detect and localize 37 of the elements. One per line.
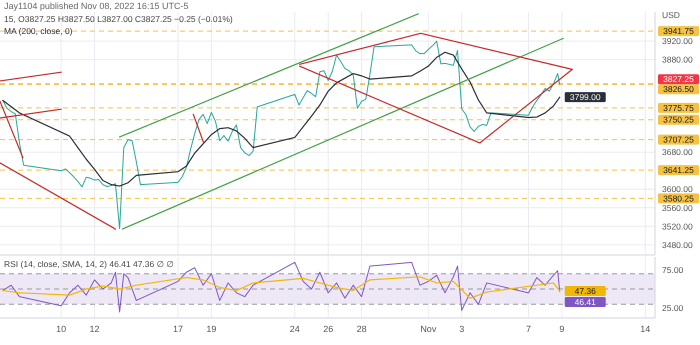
y-tick-label: 3520.00 xyxy=(662,221,693,232)
y-tick-label: 3560.00 xyxy=(662,202,693,213)
y-axis-title: USD xyxy=(662,10,680,20)
y-tick-label: 3680.00 xyxy=(662,147,693,158)
x-tick-label: 3 xyxy=(459,324,464,334)
x-tick-label: 28 xyxy=(356,324,367,334)
ref-line-label: 3941.75 xyxy=(663,26,694,36)
data-label: 47.36 xyxy=(574,286,596,296)
chart-title: Jay1104 published Nov 08, 2022 16:15 UTC-5 xyxy=(4,1,188,11)
x-tick-label: Nov xyxy=(420,324,437,334)
chart-subtitle: 15, O3827.25 H3827.50 L3827.00 C3827.25 −0.25 (−0.01%) xyxy=(4,14,233,24)
y-tick-label: 3600.00 xyxy=(662,184,693,194)
y-tick-label: 3920.00 xyxy=(662,36,693,46)
ref-line-label: 3750.25 xyxy=(663,114,694,125)
x-tick-label: 19 xyxy=(206,324,216,334)
ref-line-label: 3641.25 xyxy=(663,165,694,176)
x-tick-label: 7 xyxy=(526,324,531,334)
data-label: 3799.00 xyxy=(570,92,601,102)
x-tick-label: 24 xyxy=(290,324,300,334)
ref-line-label: 3707.25 xyxy=(663,134,694,145)
y-tick-label: 75.00 xyxy=(662,264,684,275)
x-tick-label: 9 xyxy=(559,324,564,334)
y-tick-label: 3480.00 xyxy=(662,240,693,250)
ref-line-label: 3775.75 xyxy=(663,102,694,113)
x-tick-label: 26 xyxy=(323,324,334,334)
x-tick-label: 12 xyxy=(90,324,100,334)
ref-line-label: 3827.25 xyxy=(663,74,694,84)
chart-title: RSI (14, close, SMA, 14, 2) 46.41 47.36 ∅ ∅ xyxy=(4,259,174,269)
y-tick-label: 3880.00 xyxy=(662,54,693,65)
data-label: 46.41 xyxy=(574,297,596,308)
x-tick-label: 17 xyxy=(172,324,184,334)
text: MA (200, close, 0) xyxy=(4,26,73,36)
ref-line-label: 3580.25 xyxy=(663,193,694,204)
x-tick-label: 14 xyxy=(640,324,650,334)
ref-line-label: 3826.50 xyxy=(663,84,694,94)
x-tick-label: 10 xyxy=(56,324,66,334)
y-tick-label: 25.00 xyxy=(662,303,684,314)
